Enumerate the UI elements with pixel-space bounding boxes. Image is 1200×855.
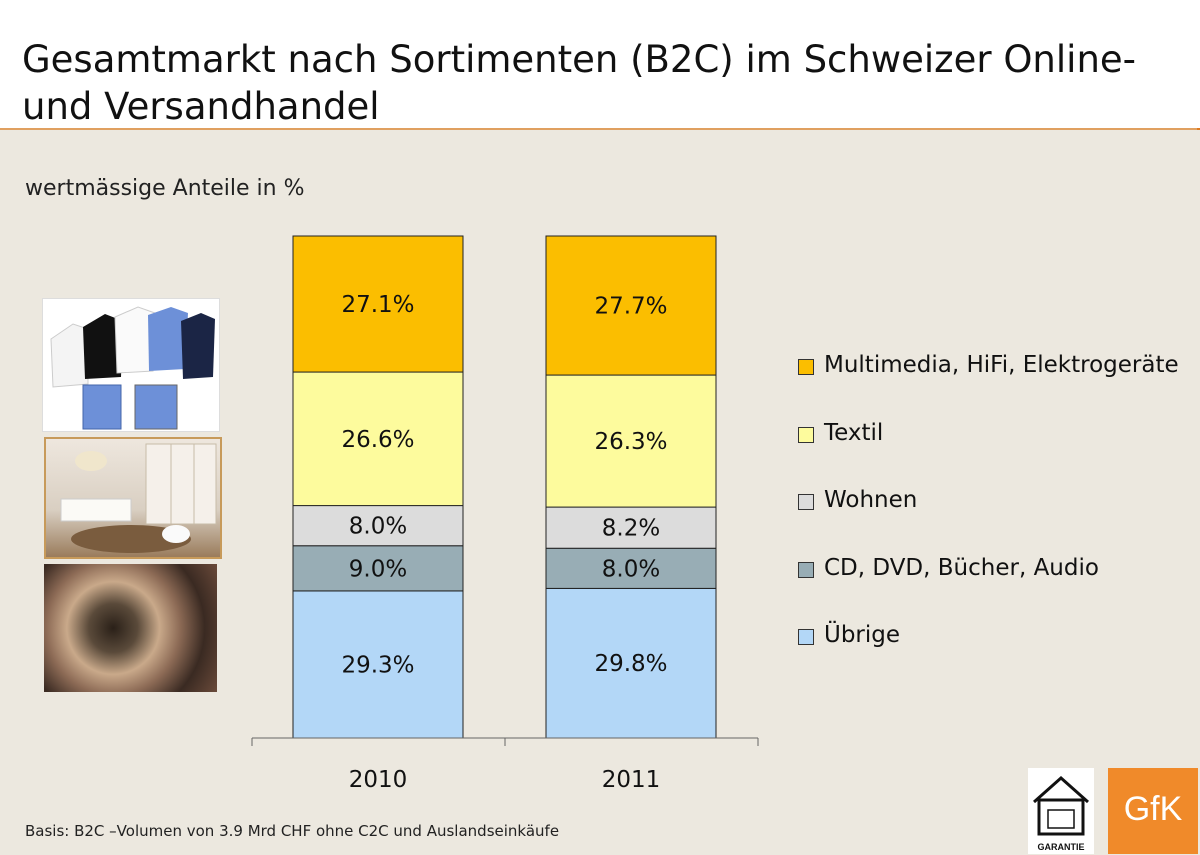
bar-segment	[545, 587, 717, 739]
shirts-illustration	[50, 306, 215, 430]
data-label: 29.3%	[341, 652, 414, 678]
legend-label: Multimedia, HiFi, Elektrogeräte	[824, 352, 1179, 378]
bar-segment	[545, 374, 717, 508]
gfk-logo-text: GfK	[1123, 790, 1183, 828]
legend-item-textil: Textil	[798, 420, 1198, 450]
cd-photo	[44, 564, 217, 692]
data-label: 8.0%	[349, 514, 407, 540]
legend-item-cd-dvd: CD, DVD, Bücher, Audio	[798, 555, 1198, 585]
bedroom-photo	[44, 437, 222, 559]
legend-item-wohnen: Wohnen	[798, 487, 1198, 517]
legend-item-uebrige: Übrige	[798, 622, 1198, 652]
garantie-label: GARANTIE	[1037, 842, 1085, 852]
bar-segment	[545, 506, 717, 549]
x-tick-label: 2011	[602, 767, 661, 793]
data-label: 8.2%	[602, 516, 660, 542]
legend-swatch	[798, 427, 814, 443]
bar-segment	[292, 505, 464, 547]
legend-label: Wohnen	[824, 487, 918, 513]
data-label: 27.7%	[594, 294, 667, 320]
house-icon	[1033, 775, 1089, 836]
bar-segment	[292, 371, 464, 507]
x-tick-label: 2010	[349, 767, 408, 793]
data-label: 29.8%	[594, 651, 667, 677]
bar-segment	[292, 235, 464, 373]
bar-segment	[545, 547, 717, 589]
data-label: 27.1%	[341, 292, 414, 318]
bar-segment	[545, 235, 717, 376]
data-label: 26.3%	[594, 429, 667, 455]
data-label: 9.0%	[349, 556, 407, 582]
header: Gesamtmarkt nach Sortimenten (B2C) im Sc…	[0, 0, 1200, 130]
legend-label: CD, DVD, Bücher, Audio	[824, 555, 1099, 581]
legend-swatch	[798, 629, 814, 645]
bedroom-illustration	[60, 443, 217, 553]
chart-subtitle: wertmässige Anteile in %	[25, 176, 305, 201]
legend-label: Textil	[824, 420, 884, 446]
shirts-photo	[42, 298, 220, 432]
data-label: 26.6%	[341, 427, 414, 453]
page-title: Gesamtmarkt nach Sortimenten (B2C) im Sc…	[22, 38, 1137, 128]
legend-swatch	[798, 494, 814, 510]
legend-swatch	[798, 359, 814, 375]
gfk-logo: GfK	[1108, 768, 1198, 854]
legend-label: Übrige	[824, 622, 901, 648]
footnote-basis: Basis: B2C –Volumen von 3.9 Mrd CHF ohne…	[25, 822, 560, 840]
garantie-logo: GARANTIE	[1028, 768, 1094, 854]
bar-segment	[292, 545, 464, 592]
legend-swatch	[798, 562, 814, 578]
data-label: 8.0%	[602, 556, 660, 582]
legend-item-multimedia: Multimedia, HiFi, Elektrogeräte	[798, 352, 1198, 382]
bar-segment	[292, 590, 464, 739]
